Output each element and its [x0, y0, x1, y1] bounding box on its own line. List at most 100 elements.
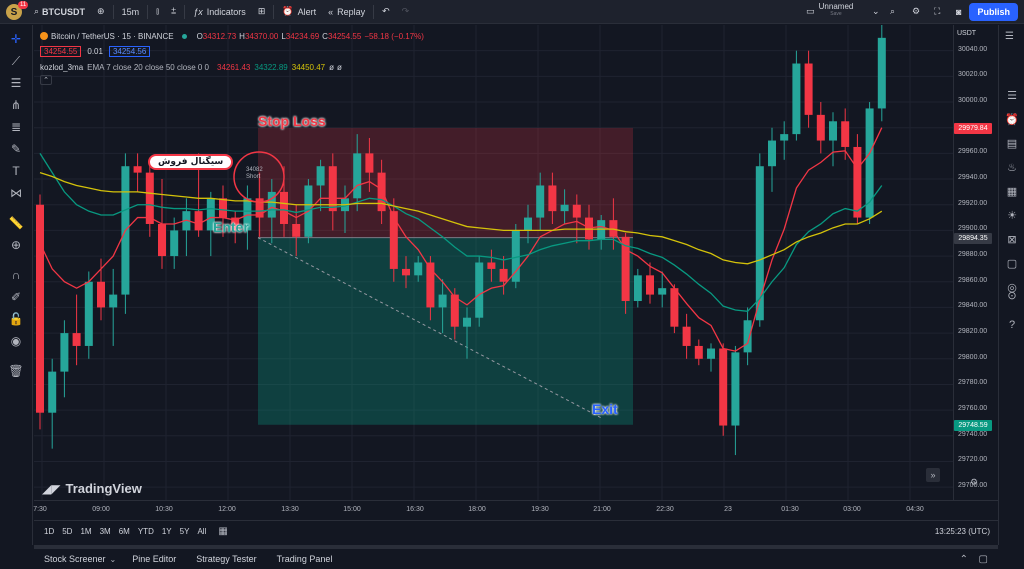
- notifications-icon[interactable]: ⊙: [1007, 289, 1017, 302]
- collapse-legend-button[interactable]: ⌃: [40, 75, 52, 85]
- ohlc-high: 34370.00: [244, 31, 279, 41]
- sell-price-button[interactable]: 34254.55: [40, 46, 82, 57]
- layout-dropdown-button[interactable]: ⌄: [866, 0, 886, 24]
- ruler-icon[interactable]: 📏: [8, 216, 24, 230]
- take-profit-zone: [258, 237, 633, 425]
- time-tick: 19:30: [531, 506, 549, 513]
- text-icon[interactable]: T: [12, 164, 20, 178]
- range-button-6m[interactable]: 6M: [118, 527, 130, 536]
- symbol-search-button[interactable]: ⌕ BTCUSDT: [28, 0, 91, 24]
- ohlc-high-label: H: [239, 31, 245, 41]
- go-to-date-calendar-icon[interactable]: ▦: [218, 526, 228, 537]
- settings-button[interactable]: ⚙: [906, 0, 926, 24]
- candle-body: [280, 191, 288, 224]
- chart-type-button[interactable]: ⫾: [150, 0, 165, 24]
- exit-price-tag: 29748.59: [954, 419, 992, 431]
- streams-icon[interactable]: ◎: [1007, 281, 1017, 294]
- templates-button[interactable]: ⊞: [252, 0, 272, 24]
- price-chart[interactable]: [34, 25, 953, 500]
- tree-icon[interactable]: ⊠: [1007, 233, 1017, 246]
- trash-icon[interactable]: 🗑: [8, 364, 24, 378]
- zoom-in-icon[interactable]: ⊕: [10, 238, 22, 252]
- pitchfork-icon[interactable]: ⋔: [10, 98, 22, 112]
- candles-icon: ⫾: [156, 6, 159, 16]
- candle-body: [865, 108, 874, 218]
- candle-body: [426, 262, 435, 308]
- redo-button[interactable]: ↷: [396, 0, 416, 24]
- range-button-1y[interactable]: 1Y: [161, 527, 172, 536]
- candle-body: [853, 146, 862, 218]
- range-button-1m[interactable]: 1M: [80, 527, 92, 536]
- trend-line-icon[interactable]: ⟋: [11, 53, 21, 68]
- eye-icon[interactable]: ◉: [10, 334, 22, 348]
- tab-stock-screener[interactable]: Stock Screener: [44, 554, 106, 564]
- interval-button[interactable]: 15m: [121, 6, 140, 17]
- fib-retracement-icon[interactable]: ≣: [10, 120, 22, 134]
- watchlist-icon[interactable]: ☰: [1007, 89, 1017, 102]
- tradingview-logo-icon: ◢◤: [42, 481, 61, 496]
- range-button-1d[interactable]: 1D: [44, 527, 55, 536]
- lock-icon[interactable]: 🔓: [8, 312, 24, 326]
- candle-body: [60, 333, 69, 372]
- price-tick: 29700.00: [958, 482, 988, 490]
- chevron-down-icon[interactable]: ⌄: [109, 554, 117, 564]
- layout-icon-button[interactable]: ▭: [800, 0, 821, 24]
- currency-selector[interactable]: USDT: [957, 30, 976, 37]
- range-button-3m[interactable]: 3M: [99, 527, 111, 536]
- calendar-icon[interactable]: ▦: [1006, 185, 1018, 198]
- candle-body: [292, 223, 301, 237]
- snapshot-button[interactable]: ◙: [950, 0, 967, 24]
- indicator-legend-row[interactable]: kozlod_3ma EMA 7 close 20 close 50 close…: [40, 61, 424, 73]
- chat-icon[interactable]: ▢: [1006, 257, 1018, 270]
- fullscreen-button[interactable]: ⛶: [928, 0, 946, 24]
- patterns-icon[interactable]: ⋈: [10, 186, 22, 200]
- lock-drawing-icon[interactable]: ✐: [10, 290, 22, 304]
- candle-body: [536, 185, 545, 218]
- compare-button[interactable]: ⩲: [165, 0, 182, 24]
- buy-price-button[interactable]: 34254.56: [108, 46, 151, 57]
- tab-pine-editor[interactable]: Pine Editor: [132, 554, 177, 564]
- candle-body: [389, 211, 398, 269]
- range-button-ytd[interactable]: YTD: [137, 527, 154, 536]
- symbol-title[interactable]: Bitcoin / TetherUS · 15 · BINANCE: [51, 31, 174, 41]
- scroll-to-latest-button[interactable]: »: [926, 468, 940, 482]
- ideas-icon[interactable]: ☀: [1007, 209, 1017, 222]
- layout-name-button[interactable]: Unnamed Save: [806, 2, 866, 17]
- brush-icon[interactable]: ✎: [10, 142, 22, 156]
- magnet-icon[interactable]: ∩: [11, 268, 21, 282]
- chart-pane[interactable]: ◢◤ TradingView »: [34, 25, 953, 500]
- quick-search-button[interactable]: ⌕: [884, 0, 901, 24]
- maximize-panel-icon[interactable]: ▢: [978, 553, 988, 565]
- ohlc-open-label: O: [196, 31, 203, 41]
- crosshair-icon[interactable]: ✛: [10, 32, 22, 46]
- divider: [273, 4, 275, 19]
- utc-clock[interactable]: 13:25:23 (UTC): [934, 527, 990, 536]
- price-axis[interactable]: USDT 30040.00 30020.00 30000.00 29960.00 299…: [953, 25, 998, 500]
- range-button-5y[interactable]: 5Y: [179, 527, 190, 536]
- user-avatar[interactable]: S: [6, 4, 22, 20]
- tab-trading-panel[interactable]: Trading Panel: [276, 554, 333, 564]
- help-icon[interactable]: ?: [1008, 319, 1016, 331]
- tab-strategy-tester[interactable]: Strategy Tester: [196, 554, 257, 564]
- divider: [373, 4, 375, 19]
- hotlists-flame-icon[interactable]: ♨: [1007, 161, 1017, 174]
- publish-button[interactable]: Publish: [969, 3, 1018, 21]
- horizontal-lines-icon[interactable]: ☰: [10, 76, 22, 90]
- ohlc-close-label: C: [322, 31, 328, 41]
- range-button-5d[interactable]: 5D: [62, 527, 73, 536]
- replay-button[interactable]: « Replay: [322, 0, 371, 24]
- indicator-params: EMA 7 close 20 close 50 close 0 0: [87, 62, 209, 72]
- right-panel-menu-button[interactable]: ☰: [1005, 31, 1014, 42]
- short-position-tool: [257, 127, 633, 425]
- range-button-all[interactable]: All: [197, 527, 207, 536]
- alerts-clock-icon[interactable]: ⏰: [1005, 113, 1019, 126]
- time-axis[interactable]: 7:30 09:00 10:30 12:00 13:30 15:00 16:30 18:00 1…: [33, 500, 998, 520]
- indicators-button[interactable]: ƒx Indicators: [187, 0, 252, 24]
- data-window-icon[interactable]: ▤: [1006, 137, 1018, 150]
- add-symbol-button[interactable]: ⊕: [91, 0, 111, 24]
- time-tick: 13:30: [281, 506, 299, 513]
- undo-button[interactable]: ↶: [376, 0, 396, 24]
- alert-button[interactable]: ⏰ Alert: [276, 0, 322, 24]
- axis-settings-button[interactable]: ⚙: [970, 477, 978, 488]
- collapse-panel-icon[interactable]: ⌃: [959, 553, 968, 565]
